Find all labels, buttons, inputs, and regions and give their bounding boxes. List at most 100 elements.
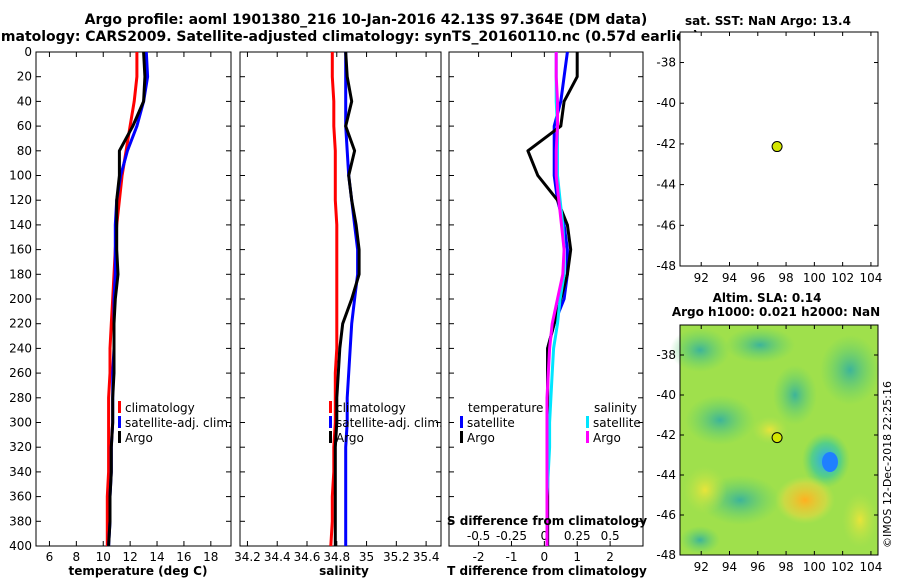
y-tick-label: 360 [9,490,32,504]
legend-label-climatology: climatology [336,401,406,415]
sla-location-map: 92 94 96 98 100 102 104 -38 -40 -42 -44 -46 -48 [656,324,882,574]
legend-header-salinity: salinity [594,401,637,415]
series-line-argo [333,51,361,546]
salinity-panel: 34.2 34.4 34.6 34.8 35 35.2 35.4 [234,51,442,564]
map-y-tick-label: -38 [656,56,676,70]
plot-frame [239,51,442,547]
map-x-tick-label: 100 [803,560,826,574]
legend-label-sal-argo: Argo [593,431,621,445]
x2-tick-label: 0.25 [564,529,591,543]
map-y-tick-label: -40 [656,96,676,110]
sla-heatmap-field [670,325,880,555]
y-tick-label: 100 [9,169,32,183]
map-y-tick-label: -44 [656,178,676,192]
legend-label-temp-argo: Argo [467,431,495,445]
legend-swatch-argo [118,431,121,443]
x-tick-label: 35 [359,550,374,564]
x-tick-label: 14 [149,550,164,564]
x-tick-label: 2 [606,550,614,564]
y-tick-label: 200 [9,292,32,306]
map-y-tick-label: -42 [656,137,676,151]
y-tick-label: 260 [9,366,32,380]
legend-label-satellite: satellite-adj. clim. [125,416,232,430]
series-line-argo [107,51,147,547]
legend-swatch-climatology [118,401,121,413]
sla-map-title-line1: Altim. SLA: 0.14 [713,291,822,305]
sla-map-title-line2: Argo h1000: 0.021 h2000: NaN [672,305,880,319]
difference-legend: temperature satellite Argo salinity sate… [460,401,641,445]
x-tick-label: 12 [122,550,137,564]
map-y-tick-label: -46 [656,508,676,522]
sla-patch [670,328,730,372]
x-tick-label: 16 [176,550,191,564]
y-tick-label: 120 [9,193,32,207]
argo-location-marker [771,141,783,153]
x2-tick-label: 0.5 [601,529,620,543]
sla-patch [685,395,755,445]
legend-swatch-sal-argo [586,431,589,443]
map-x-tick-label: 102 [831,560,854,574]
y-tick-label: 0 [24,45,32,59]
figure-title-line1: Argo profile: aoml 1901380_216 10-Jan-20… [85,12,648,28]
map-frame [679,324,879,556]
legend-label-argo: Argo [336,431,364,445]
map-x-tick-label: 102 [831,271,854,285]
y-tick-label: 220 [9,317,32,331]
difference-panel: -2 -1 0 1 2 -0.5 -0.25 0 0.25 0.5 [448,51,644,564]
y-tick-label: 400 [9,539,32,553]
legend-label-satellite: satellite-adj. clim. [336,416,443,430]
legend-label-climatology: climatology [125,401,195,415]
x-tick-label: 1 [573,550,581,564]
legend-swatch-climatology [329,401,332,413]
map-y-tick-label: -40 [656,388,676,402]
y-tick-label: 280 [9,391,32,405]
map-x-tick-label: 104 [859,560,882,574]
legend-label-argo: Argo [125,431,153,445]
map-x-tick-label: 98 [778,271,793,285]
difference-x2label: S difference from climatology [447,514,647,528]
legend-swatch-temp-satellite [460,416,463,428]
sla-patch [820,335,880,405]
sst-location-map: 92 94 96 98 100 102 104 -38 -40 -42 -44 -46 -48 [656,31,882,285]
legend-swatch-satellite [118,416,121,428]
x-tick-label: 34.2 [234,550,261,564]
map-y-tick-label: -48 [656,548,676,562]
x-tick-label: 34.8 [323,550,350,564]
y-tick-label: 140 [9,218,32,232]
sla-patch-high [775,476,835,524]
difference-xlabel: T difference from climatology [447,564,647,578]
map-frame [679,31,879,267]
legend-swatch-satellite [329,416,332,428]
y-tick-label: 320 [9,440,32,454]
y-tick-label: 160 [9,243,32,257]
map-x-tick-label: 104 [859,271,882,285]
sla-patch [773,365,817,425]
y-tick-label: 60 [17,119,32,133]
legend-swatch-argo [329,431,332,443]
x-tick-label: -2 [473,550,485,564]
sla-patch [752,416,788,444]
sst-map-title: sat. SST: NaN Argo: 13.4 [685,14,851,28]
sla-patch [725,327,795,363]
map-x-tick-label: 96 [750,560,765,574]
x-tick-label: 34.6 [294,550,321,564]
series-line-salinity-argo [545,52,566,546]
temperature-panel: 0 20 40 60 80 100 120 140 160 180 200 220 240 260 280 3… [9,45,232,564]
map-y-tick-label: -46 [656,218,676,232]
x-tick-label: 8 [73,550,81,564]
map-x-tick-label: 100 [803,271,826,285]
map-y-tick-label: -44 [656,468,676,482]
y-tick-label: 340 [9,465,32,479]
salinity-xlabel: salinity [319,564,369,578]
sla-patch-low-core [822,452,838,472]
y-tick-label: 80 [17,144,32,158]
y-tick-label: 380 [9,514,32,528]
legend-header-temperature: temperature [468,401,543,415]
x-tick-label: 10 [96,550,111,564]
map-y-tick-label: -48 [656,259,676,273]
figure-title-line2: Climatology: CARS2009. Satellite-adjuste… [0,29,699,45]
temperature-legend: climatology satellite-adj. clim. Argo [118,401,232,445]
sla-patch [842,492,878,548]
map-y-tick-label: -42 [656,428,676,442]
